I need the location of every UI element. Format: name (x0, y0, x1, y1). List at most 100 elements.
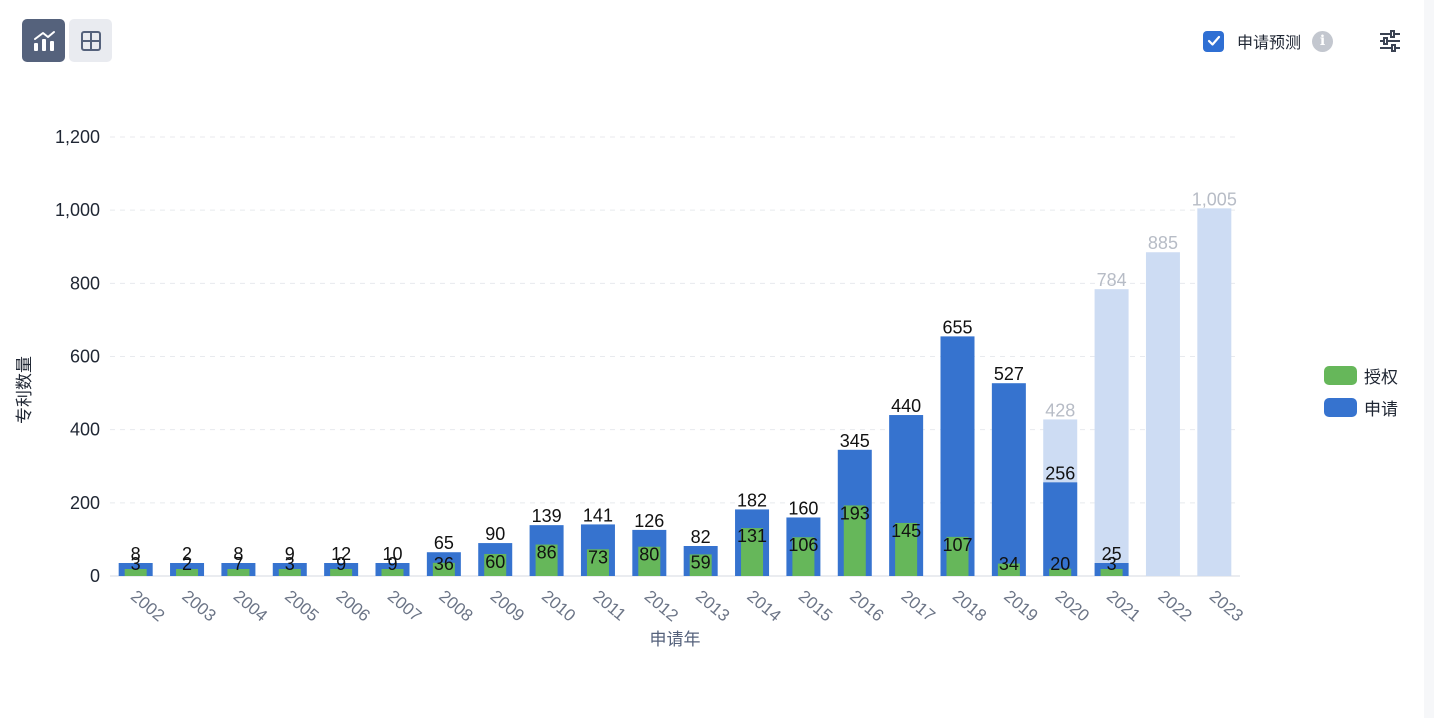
x-tick-label: 2012 (641, 587, 682, 626)
y-axis-title: 专利数量 (15, 356, 34, 424)
data-label-granted: 60 (485, 552, 505, 572)
data-label-granted: 3 (131, 554, 141, 574)
data-label-applied: 2 (182, 544, 192, 564)
data-label-applied: 126 (634, 511, 664, 531)
bar-granted (895, 522, 918, 576)
bar-granted (278, 569, 301, 576)
data-label-granted: 3 (1107, 554, 1117, 574)
legend-label-applied: 申请 (1364, 399, 1398, 420)
forecast-toggle: 申请预测 i (1203, 29, 1334, 53)
bar-granted (381, 569, 404, 576)
bar-granted (1049, 568, 1072, 576)
x-tick-label: 2003 (178, 587, 219, 626)
x-tick-label: 2016 (846, 587, 887, 626)
y-tick-label: 200 (70, 493, 100, 513)
x-tick-label: 2008 (435, 587, 476, 626)
data-label-applied: 141 (583, 505, 613, 525)
patent-count-chart: 02004006008001,0001,20083200222200387200… (15, 127, 1247, 649)
x-axis-title: 申请年 (650, 630, 701, 649)
data-label-applied: 8 (233, 544, 243, 564)
legend-item-granted[interactable]: 授权 (1324, 363, 1398, 388)
data-label-applied: 160 (788, 498, 818, 518)
chart-settings-button[interactable] (1377, 28, 1403, 54)
x-tick-label: 2010 (538, 587, 579, 626)
data-label-granted: 20 (1050, 554, 1070, 574)
data-label-granted: 145 (891, 521, 921, 541)
table-view-button[interactable] (69, 19, 112, 62)
data-label-applied: 9 (285, 544, 295, 564)
checkmark-icon (1207, 35, 1220, 46)
y-tick-label: 1,200 (55, 127, 100, 147)
bar-granted (843, 505, 866, 576)
y-tick-label: 800 (70, 273, 100, 293)
data-label-applied: 65 (434, 533, 454, 553)
data-label-granted: 131 (737, 526, 767, 546)
data-label-forecast: 428 (1045, 400, 1075, 420)
bar-granted (484, 554, 507, 576)
data-label-granted: 34 (999, 554, 1019, 574)
data-label-applied: 345 (840, 431, 870, 451)
data-label-granted: 73 (588, 547, 608, 567)
x-tick-label: 2020 (1052, 587, 1093, 626)
x-tick-label: 2013 (692, 587, 733, 626)
sliders-settings-icon (1380, 30, 1400, 52)
y-tick-label: 400 (70, 420, 100, 440)
data-label-forecast: 784 (1097, 270, 1127, 290)
x-tick-label: 2004 (230, 587, 271, 626)
bar-applied (1043, 482, 1078, 576)
bar-granted (997, 563, 1020, 576)
data-label-granted: 80 (639, 545, 659, 565)
bar-granted (330, 569, 353, 576)
bar-forecast (1197, 208, 1232, 576)
x-tick-label: 2021 (1103, 587, 1144, 626)
forecast-checkbox[interactable] (1203, 30, 1224, 52)
x-tick-label: 2022 (1154, 587, 1195, 626)
x-tick-label: 2015 (795, 587, 836, 626)
chart-view-button[interactable] (22, 19, 65, 62)
data-label-granted: 2 (182, 554, 192, 574)
data-label-applied: 182 (737, 490, 767, 510)
bar-granted (1100, 569, 1123, 576)
bar-granted (432, 562, 455, 576)
x-tick-label: 2017 (898, 587, 939, 626)
y-tick-label: 0 (90, 566, 100, 586)
bar-granted (689, 554, 712, 576)
data-label-applied: 655 (942, 317, 972, 337)
info-icon[interactable]: i (1312, 30, 1334, 52)
legend-item-applied[interactable]: 申请 (1324, 395, 1398, 420)
legend-swatch-granted (1324, 365, 1357, 385)
bar-granted (638, 546, 661, 576)
data-label-forecast: 885 (1148, 233, 1178, 253)
data-label-granted: 193 (840, 503, 870, 523)
x-tick-label: 2019 (1000, 587, 1041, 626)
data-label-granted: 3 (285, 554, 295, 574)
x-tick-label: 2018 (949, 587, 990, 626)
table-grid-icon (80, 30, 101, 51)
data-label-applied: 139 (532, 506, 562, 526)
data-label-granted: 7 (233, 554, 243, 574)
bar-granted (176, 569, 199, 576)
bar-granted (124, 569, 147, 576)
x-tick-label: 2014 (743, 587, 784, 626)
x-tick-label: 2009 (487, 587, 528, 626)
data-label-applied: 90 (485, 524, 505, 544)
data-label-granted: 107 (942, 535, 972, 555)
data-label-granted: 9 (336, 554, 346, 574)
bar-line-chart-icon (33, 30, 55, 51)
x-tick-label: 2007 (384, 587, 425, 626)
data-label-granted: 106 (788, 535, 818, 555)
bar-applied (991, 383, 1026, 576)
forecast-label[interactable]: 申请预测 (1237, 33, 1302, 52)
data-label-applied: 440 (891, 396, 921, 416)
x-tick-label: 2006 (333, 587, 374, 626)
data-label-granted: 36 (434, 554, 454, 574)
data-label-applied: 25 (1102, 544, 1122, 564)
data-label-granted: 9 (387, 554, 397, 574)
data-label-applied: 82 (691, 527, 711, 547)
data-label-applied: 10 (382, 544, 402, 564)
data-label-granted: 86 (537, 543, 557, 563)
data-label-applied: 12 (331, 544, 351, 564)
bar-granted (227, 569, 250, 576)
bar-applied (940, 336, 975, 576)
bar-granted (946, 536, 969, 576)
